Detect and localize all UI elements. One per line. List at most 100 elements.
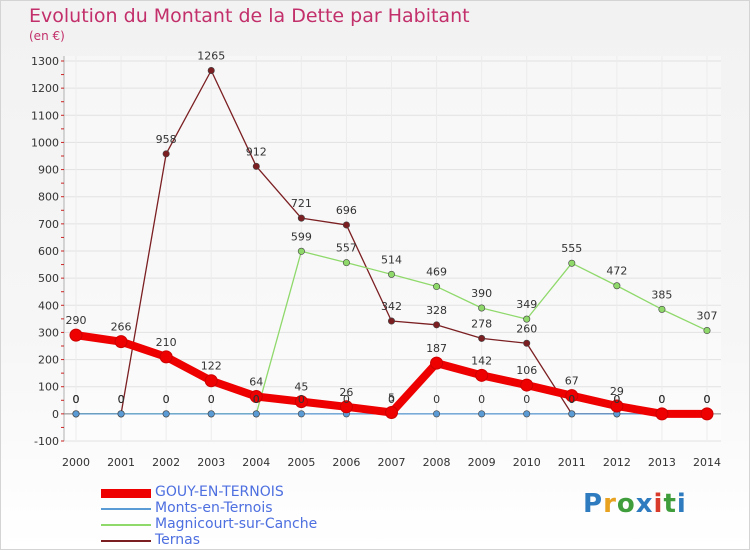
- data-label: 1265: [197, 50, 225, 63]
- data-point: [385, 406, 398, 419]
- data-label: 0: [523, 393, 530, 406]
- data-label: 67: [565, 375, 579, 388]
- data-label: 0: [658, 393, 665, 406]
- data-point: [252, 162, 260, 170]
- data-point: [297, 247, 305, 255]
- data-label: 0: [253, 393, 260, 406]
- logo-letter: P: [583, 489, 604, 519]
- data-point: [475, 368, 489, 382]
- data-point: [568, 410, 576, 418]
- data-point: [69, 328, 83, 342]
- data-label: 0: [568, 393, 575, 406]
- x-tick-label: 2008: [423, 456, 451, 469]
- x-tick-label: 2006: [332, 456, 360, 469]
- y-tick-label: 100: [38, 381, 59, 394]
- y-tick-label: 800: [38, 191, 59, 204]
- y-tick-label: 400: [38, 299, 59, 312]
- plot-area: [64, 56, 721, 441]
- legend-swatch-magnicourt: [101, 524, 151, 526]
- x-tick-label: 2009: [468, 456, 496, 469]
- data-point: [568, 259, 576, 267]
- data-point: [523, 315, 531, 323]
- data-point: [523, 339, 531, 347]
- data-point: [387, 317, 395, 325]
- data-label: 0: [118, 393, 125, 406]
- chart-unit: (en €): [29, 29, 65, 43]
- data-label: 599: [291, 230, 312, 243]
- legend-swatch-ternas: [101, 540, 151, 542]
- logo-letter: x: [635, 489, 654, 519]
- data-label: 0: [388, 393, 395, 406]
- logo-letter: o: [616, 489, 636, 519]
- y-tick-label: 700: [38, 218, 59, 231]
- data-label: 0: [73, 393, 80, 406]
- data-label: 0: [253, 393, 260, 406]
- data-label: 342: [381, 300, 402, 313]
- data-label: 142: [471, 354, 492, 367]
- data-label: 0: [658, 393, 665, 406]
- data-label: 721: [291, 197, 312, 210]
- data-point: [342, 221, 350, 229]
- data-label: 260: [516, 322, 537, 335]
- data-label: 472: [606, 265, 627, 278]
- y-tick-label: 300: [38, 326, 59, 339]
- x-tick-label: 2002: [152, 456, 180, 469]
- y-tick-label: 900: [38, 164, 59, 177]
- data-label: 0: [118, 393, 125, 406]
- data-label: 0: [613, 393, 620, 406]
- legend-label-magnicourt: Magnicourt-sur-Canche: [155, 516, 318, 532]
- y-tick-label: 200: [38, 354, 59, 367]
- data-point: [207, 67, 215, 75]
- x-tick-label: 2014: [693, 456, 721, 469]
- chart-title: Evolution du Montant de la Dette par Hab…: [29, 5, 470, 27]
- data-point: [294, 395, 308, 409]
- data-label: 0: [343, 393, 350, 406]
- data-point: [565, 389, 579, 403]
- x-tick-label: 2013: [648, 456, 676, 469]
- data-label: 29: [610, 385, 624, 398]
- data-label: 0: [208, 393, 215, 406]
- data-label: 64: [249, 375, 263, 388]
- data-label: 349: [516, 298, 537, 311]
- data-label: 0: [478, 393, 485, 406]
- data-point: [478, 304, 486, 312]
- x-tick-label: 2012: [603, 456, 631, 469]
- data-label: 278: [471, 317, 492, 330]
- data-label: 555: [561, 242, 582, 255]
- data-point: [613, 282, 621, 290]
- data-label: 0: [298, 393, 305, 406]
- x-tick-label: 2007: [378, 456, 406, 469]
- data-label: 0: [118, 393, 125, 406]
- y-tick-label: 1000: [31, 136, 59, 149]
- x-tick-label: 2010: [513, 456, 541, 469]
- data-point: [433, 283, 441, 291]
- data-label: 122: [201, 360, 222, 373]
- data-point: [700, 407, 714, 421]
- y-tick-label: 0: [52, 408, 59, 421]
- data-label: 45: [294, 381, 308, 394]
- data-label: 0: [73, 393, 80, 406]
- x-tick-label: 2001: [107, 456, 135, 469]
- data-label: 0: [73, 393, 80, 406]
- data-label: 0: [704, 393, 711, 406]
- data-label: 187: [426, 342, 447, 355]
- data-label: 557: [336, 242, 357, 255]
- data-label: 696: [336, 204, 357, 217]
- proxiti-logo: Proxiti: [583, 489, 687, 519]
- data-point: [297, 410, 305, 418]
- legend-label-gouy: GOUY-EN-TERNOIS: [155, 484, 284, 500]
- data-point: [159, 350, 173, 364]
- data-label: 0: [704, 393, 711, 406]
- y-tick-label: 500: [38, 272, 59, 285]
- logo-letter: i: [676, 489, 687, 519]
- data-point: [430, 356, 444, 370]
- data-point: [114, 335, 128, 349]
- data-point: [387, 270, 395, 278]
- data-point: [523, 410, 531, 418]
- x-tick-label: 2004: [242, 456, 270, 469]
- data-label: 390: [471, 287, 492, 300]
- data-point: [162, 150, 170, 158]
- x-tick-label: 2000: [62, 456, 90, 469]
